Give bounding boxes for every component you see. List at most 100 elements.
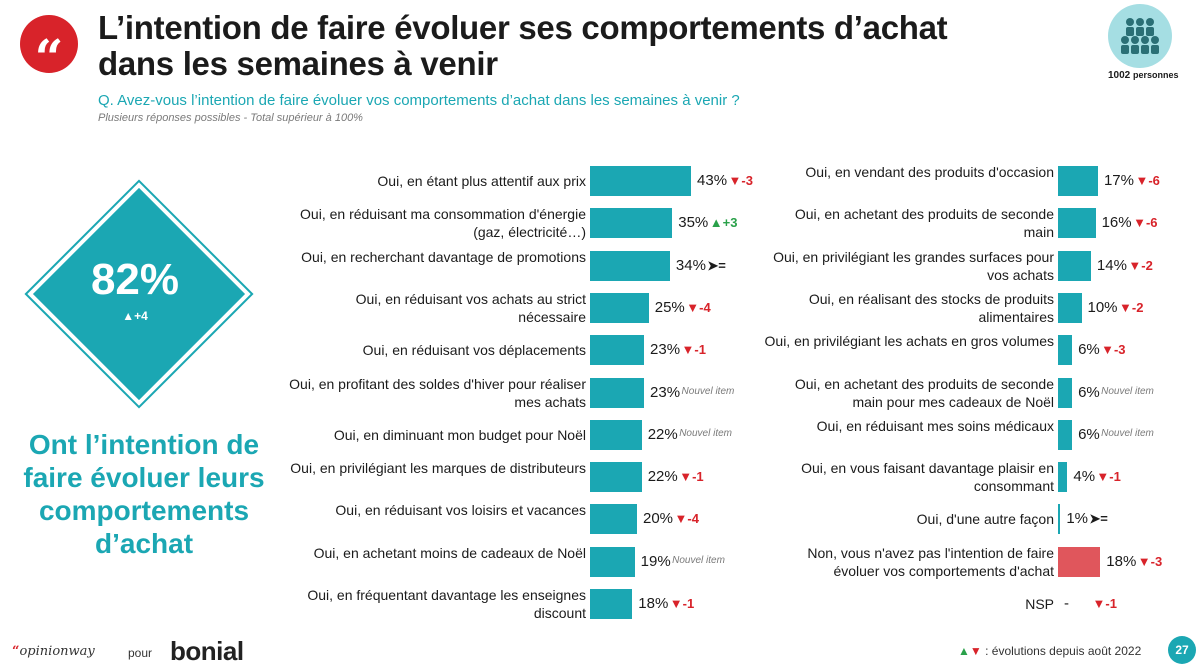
delta-text: Nouvel item <box>1101 427 1154 439</box>
arrow-down-icon: ▼ <box>686 299 700 315</box>
bonial-logo: bonial <box>170 636 244 666</box>
summary-value: 82% <box>90 255 180 304</box>
delta-text: -1 <box>694 342 706 358</box>
bar-value: 35% <box>678 214 709 232</box>
bar-label: Oui, en achetant des produits de seconde… <box>794 206 1054 241</box>
bar-negative <box>1058 546 1101 577</box>
arrow-down-icon: ▼ <box>669 596 683 611</box>
delta-text: Nouvel item <box>679 427 732 439</box>
bar <box>1058 335 1073 366</box>
bar <box>590 335 645 366</box>
bar-label: Oui, en privilégiant les achats en gros … <box>764 333 1054 350</box>
trend-delta: ▼-1 <box>679 469 703 484</box>
arrow-down-icon: ▼ <box>674 511 688 527</box>
legend-text: : évolutions depuis août 2022 <box>985 644 1142 658</box>
trend-delta: ➤= <box>707 258 726 274</box>
delta-text: -6 <box>1148 173 1160 188</box>
bar-label: Oui, en réduisant vos déplacements <box>362 342 586 359</box>
bar-value: 4% <box>1073 468 1096 486</box>
trend-delta: ▼-4 <box>675 511 699 526</box>
quote-icon: “ <box>20 15 78 87</box>
bar-label: Oui, en recherchant davantage de promoti… <box>301 248 586 265</box>
trend-delta: ▼-1 <box>682 342 706 357</box>
trend-delta: ▼-4 <box>686 300 710 315</box>
trend-delta: ▼-3 <box>729 173 753 188</box>
bar <box>1058 462 1068 493</box>
bar-label: Oui, en étant plus attentif aux prix <box>377 173 586 189</box>
arrow-down-icon: ▼ <box>1133 215 1146 231</box>
bar <box>590 504 637 535</box>
group-of-people-icon <box>1108 4 1172 68</box>
arrow-down-icon: ▼ <box>1135 173 1149 188</box>
bar-value: 17% <box>1103 172 1134 189</box>
summary-text: Ont l’intention de faire évoluer leurs c… <box>23 429 265 559</box>
bar <box>1058 166 1098 196</box>
trend-delta: ▼-3 <box>1138 554 1162 569</box>
bar-label: Oui, en réduisant ma consommation d'éner… <box>300 206 586 241</box>
delta-text: Nouvel item <box>1101 385 1154 397</box>
bar-label: Oui, en réduisant mes soins médicaux <box>816 417 1054 434</box>
title-line-1: L’intention de faire évoluer ses comport… <box>98 9 948 46</box>
sample-size-badge: 1002 personnes <box>1108 4 1190 94</box>
arrow-down-icon: ▼ <box>1092 596 1106 611</box>
trend-delta: ▼-1 <box>1093 596 1117 611</box>
bar <box>1058 208 1096 239</box>
arrow-down-icon: ▼ <box>681 342 695 358</box>
trend-delta: ➤= <box>1089 511 1108 527</box>
delta-text: -1 <box>682 596 695 611</box>
arrow-right-icon: ➤ <box>707 257 719 273</box>
bar-value: 18% <box>638 595 669 612</box>
delta-text: +3 <box>722 215 738 231</box>
trend-delta: ▼-2 <box>1119 300 1143 315</box>
delta-text: -4 <box>699 299 711 315</box>
trend-delta: ▼-1 <box>670 596 694 611</box>
bar <box>590 419 642 450</box>
bar-value: 14% <box>1096 256 1127 274</box>
note-text: Plusieurs réponses possibles - Total sup… <box>98 112 363 124</box>
bar <box>1058 292 1082 323</box>
arrow-down-icon: ▼ <box>1101 342 1114 358</box>
bar <box>1058 504 1061 535</box>
bar-label: Oui, d'une autre façon <box>916 511 1054 528</box>
bar <box>590 546 635 577</box>
trend-delta: Nouvel item <box>672 555 725 566</box>
summary-delta: ▲+4 <box>30 309 240 323</box>
arrow-up-icon: ▲ <box>709 215 723 231</box>
delta-text: = <box>718 257 726 273</box>
bar-value: 25% <box>654 298 685 316</box>
legend: ▲▼ : évolutions depuis août 2022 <box>958 644 1141 658</box>
bar <box>1058 419 1073 450</box>
delta-text: Nouvel item <box>672 554 725 566</box>
bar <box>1058 377 1073 408</box>
trend-delta: ▼-1 <box>1096 469 1120 484</box>
arrow-down-icon: ▼ <box>1128 257 1142 273</box>
arrow-down-icon: ▼ <box>728 173 742 188</box>
bar <box>590 250 670 281</box>
bar-label: Oui, en fréquentant davantage les enseig… <box>307 587 586 621</box>
trend-delta: Nouvel item <box>682 386 735 397</box>
delta-text: -1 <box>1105 596 1117 611</box>
bar <box>590 377 645 408</box>
bar <box>590 208 673 239</box>
arrow-down-icon: ▼ <box>1137 553 1151 569</box>
title-line-2: dans les semaines à venir <box>98 45 498 82</box>
bar-value: 23% <box>650 341 681 359</box>
bar-value: 1% <box>1066 510 1089 528</box>
page-title: L’intention de faire évoluer ses comport… <box>98 9 948 82</box>
page-number: 27 <box>1168 636 1196 664</box>
trend-delta: Nouvel item <box>1101 428 1154 439</box>
bar-value: 34% <box>675 256 706 274</box>
trend-delta: ▼-6 <box>1135 173 1159 188</box>
delta-text: -3 <box>741 173 753 188</box>
delta-text: -1 <box>692 469 704 485</box>
bar-value: 10% <box>1087 298 1118 316</box>
bar-label: Oui, en réduisant vos loisirs et vacance… <box>335 502 586 519</box>
delta-text: -3 <box>1113 342 1126 358</box>
delta-text: -1 <box>1109 469 1121 485</box>
delta-text: Nouvel item <box>681 385 735 397</box>
sample-count: 1002 <box>1108 70 1131 81</box>
arrow-down-icon: ▼ <box>969 644 982 658</box>
bar-label: Oui, en réduisant vos achats au strict n… <box>355 290 586 325</box>
delta-text: -4 <box>687 511 699 527</box>
bar-value: 6% <box>1078 341 1100 359</box>
